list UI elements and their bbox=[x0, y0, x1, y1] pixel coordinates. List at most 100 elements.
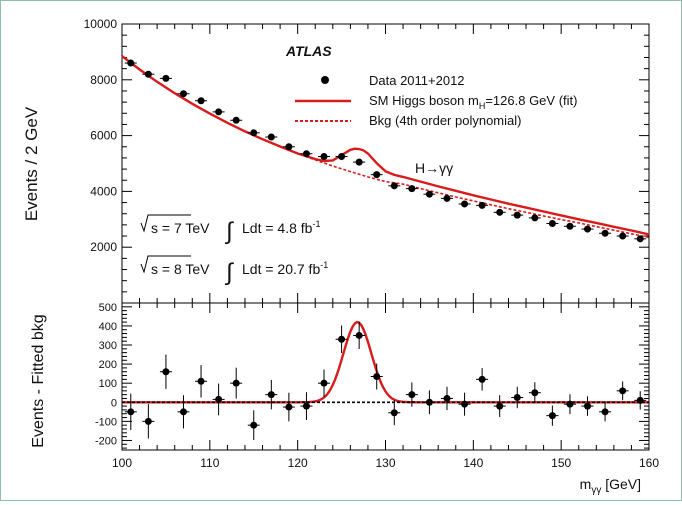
residual-data-point bbox=[619, 387, 627, 395]
residual-data-point bbox=[601, 408, 609, 416]
main-y-tick-label: 4000 bbox=[90, 184, 117, 198]
integral-sign-icon: ∫ bbox=[224, 218, 234, 245]
residual-data-point bbox=[162, 368, 170, 376]
x-tick-label: 110 bbox=[200, 456, 219, 470]
legend-bkg-label: Bkg (4th order polynomial) bbox=[369, 113, 521, 128]
sqrt-sign-icon bbox=[140, 214, 191, 233]
main-data-point bbox=[548, 219, 556, 227]
main-data-point bbox=[355, 158, 363, 166]
main-panel: 2000 4000 6000 8000 10000 Events / 2 GeV ATL… bbox=[22, 17, 650, 304]
lumi-8tev: Ldt = 20.7 fb-1 bbox=[242, 260, 328, 277]
main-signal-curve bbox=[121, 55, 650, 236]
x-axis-label: mγγ [GeV] bbox=[580, 476, 641, 496]
main-curves bbox=[121, 55, 650, 239]
main-data-point bbox=[302, 150, 310, 158]
main-data-point bbox=[162, 74, 170, 82]
main-y-axis-label: Events / 2 GeV bbox=[22, 106, 41, 221]
residual-panel: -200 -100 0 100 200 300 400 500 Events - Fitted… bbox=[30, 302, 650, 451]
legend-signal-label: SM Higgs boson mH=126.8 GeV (fit) bbox=[369, 93, 577, 111]
sqrt-s-8tev: s = 8 TeV bbox=[151, 261, 210, 277]
legend-data-marker bbox=[321, 76, 329, 84]
main-data-point bbox=[320, 153, 328, 161]
residual-data-point bbox=[320, 379, 328, 387]
residual-y-tick-label: 100 bbox=[99, 378, 117, 390]
residual-data-point bbox=[302, 402, 310, 410]
main-data-points bbox=[124, 59, 647, 243]
residual-y-tick-label: 300 bbox=[99, 340, 117, 352]
residual-y-ticks: -200 -100 0 100 200 300 400 500 bbox=[95, 302, 649, 449]
main-data-point bbox=[144, 70, 152, 78]
residual-y-tick-label: -200 bbox=[95, 435, 117, 447]
main-y-ticks: 2000 4000 6000 8000 10000 bbox=[84, 17, 649, 304]
main-data-point bbox=[636, 235, 644, 243]
process-label: H→γγ bbox=[415, 160, 453, 176]
main-y-tick-label: 2000 bbox=[90, 240, 117, 254]
residual-y-axis-label: Events - Fitted bkg bbox=[30, 314, 47, 447]
residual-data-point bbox=[373, 373, 381, 380]
residual-y-tick-label: 0 bbox=[111, 397, 117, 409]
main-data-point bbox=[390, 182, 398, 190]
residual-data-point bbox=[636, 396, 644, 404]
residual-data-point bbox=[425, 398, 433, 406]
residual-data-point bbox=[127, 408, 135, 416]
residual-data-point bbox=[250, 421, 258, 429]
residual-y-tick-label: 200 bbox=[99, 359, 117, 371]
lumi-7tev: Ldt = 4.8 fb-1 bbox=[242, 219, 320, 236]
main-data-point bbox=[513, 211, 521, 219]
residual-x-ticks bbox=[121, 303, 650, 450]
residual-data-point bbox=[566, 400, 574, 408]
main-data-point bbox=[496, 208, 504, 216]
residual-data-point bbox=[584, 402, 592, 410]
legend: Data 2011+2012 SM Higgs boson mH=126.8 G… bbox=[295, 73, 577, 128]
x-tick-label: 130 bbox=[375, 456, 395, 470]
residual-y-tick-label: -100 bbox=[95, 416, 117, 428]
x-tick-label: 160 bbox=[639, 456, 659, 470]
residual-data-point bbox=[179, 408, 187, 416]
main-y-tick-label: 6000 bbox=[90, 129, 117, 143]
x-tick-labels: 100 110 120 130 140 150 160 bbox=[112, 456, 659, 470]
residual-data-point bbox=[496, 402, 504, 410]
main-data-point bbox=[285, 143, 293, 151]
main-data-point bbox=[197, 97, 205, 105]
main-data-point bbox=[338, 153, 346, 161]
residual-data-point bbox=[267, 391, 275, 399]
main-data-point bbox=[267, 133, 275, 141]
main-data-point bbox=[461, 200, 469, 208]
legend-data-label: Data 2011+2012 bbox=[369, 73, 465, 88]
residual-data-point bbox=[215, 395, 223, 403]
main-data-point bbox=[127, 59, 135, 67]
main-data-point bbox=[179, 90, 187, 98]
residual-y-tick-label: 400 bbox=[99, 321, 117, 333]
main-data-point bbox=[215, 108, 223, 116]
main-x-ticks bbox=[121, 24, 650, 303]
residual-data-point bbox=[355, 331, 363, 339]
residual-y-tick-label: 500 bbox=[99, 302, 117, 314]
residual-data-point bbox=[285, 403, 293, 411]
main-bkg-curve bbox=[121, 55, 650, 239]
main-data-point bbox=[408, 185, 416, 193]
residual-data-point bbox=[390, 409, 398, 417]
residual-plot-frame bbox=[121, 302, 650, 451]
residual-data-point bbox=[443, 394, 451, 402]
main-data-point bbox=[619, 232, 627, 240]
main-data-point bbox=[232, 116, 240, 124]
residual-data-point bbox=[338, 335, 346, 343]
x-tick-label: 150 bbox=[551, 456, 571, 470]
residual-data-point bbox=[144, 417, 152, 425]
main-y-tick-label: 10000 bbox=[84, 17, 118, 31]
experiment-label: ATLAS bbox=[285, 43, 332, 59]
residual-data-point bbox=[513, 394, 521, 401]
main-plot-frame bbox=[121, 23, 650, 304]
x-tick-label: 120 bbox=[288, 456, 308, 470]
main-data-point bbox=[584, 225, 592, 233]
integral-sign-icon: ∫ bbox=[224, 259, 234, 286]
x-tick-label: 140 bbox=[463, 456, 483, 470]
main-data-point bbox=[478, 201, 486, 209]
sqrt-sign-icon bbox=[140, 255, 191, 274]
main-data-point bbox=[425, 190, 433, 198]
residual-data-point bbox=[461, 400, 469, 408]
lumi-annotation-8tev: s = 8 TeV ∫ Ldt = 20.7 fb-1 bbox=[140, 255, 328, 286]
residual-data-point bbox=[548, 412, 556, 420]
